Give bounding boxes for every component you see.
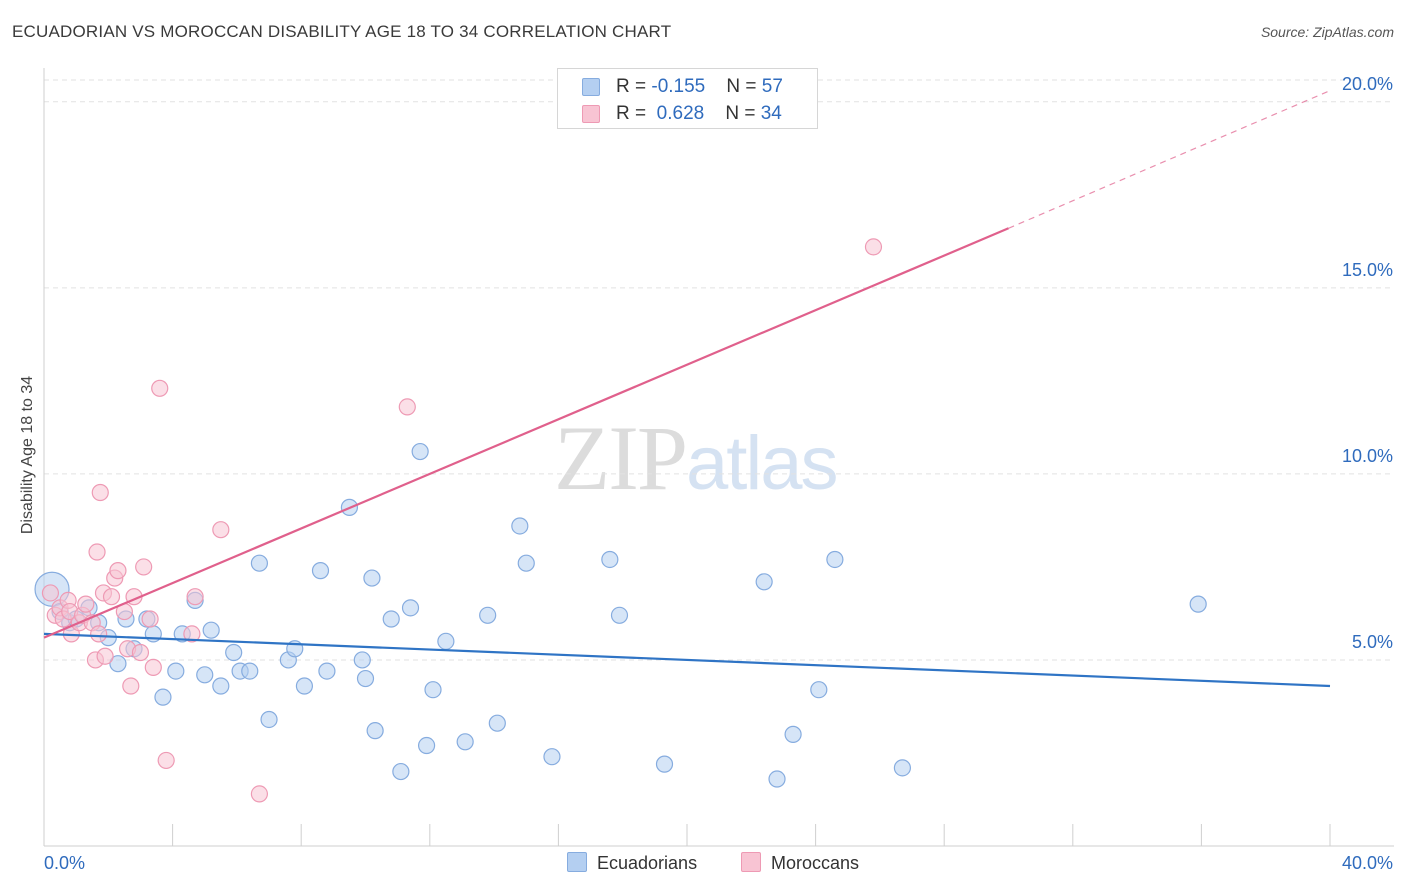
ecuadorian-point [154,688,172,706]
moroccan-point [135,558,153,576]
moroccan-point [90,625,108,643]
source-label: Source: ZipAtlas.com [1260,24,1394,40]
ecuadorian-point [318,662,336,680]
ecuadorian-point [810,681,828,699]
ecuadorian-point [295,677,314,695]
ecuadorian-point [543,748,561,766]
moroccan-point [144,658,162,676]
ecuadorian-point [202,621,220,639]
moroccan-points [41,238,883,803]
chart-title: ECUADORIAN VS MOROCCAN DISABILITY AGE 18… [12,22,672,41]
moroccan-trend-extension [1008,90,1331,229]
ecuadorian-point [784,725,802,743]
ecuadorian-point [260,710,278,729]
moroccan-point [398,398,416,416]
ecuadorian-point [311,562,330,580]
y-tick-label: 15.0% [1342,260,1393,280]
ecuadorian-point [768,770,786,788]
watermark-zip: ZIP [554,407,688,509]
r-label: R = [616,103,652,124]
ecuadorian-point [437,632,455,650]
ecuadorian-point [517,554,535,572]
moroccan-point [88,543,106,561]
moroccan-point [141,610,159,628]
n-label: N = [725,103,761,124]
moroccan-point [212,521,230,539]
watermark: ZIPatlas [554,405,839,511]
moroccan-point [250,785,269,803]
moroccan-point [183,625,201,643]
ecuadorian-point [363,569,381,587]
ecuadorian-point [511,517,529,535]
ecuadorian-point [417,736,436,755]
ecuadorian-point [250,554,269,572]
ecuadorian-point [488,714,506,732]
moroccan-point [91,483,109,502]
moroccan-point [122,677,140,695]
moroccan-swatch [582,105,600,123]
r-label: R = [616,76,652,97]
moroccan-point [77,595,95,613]
x-tick-label: 0.0% [44,853,85,873]
ecuadorian-points [34,442,1207,788]
ecuadorian-point [241,662,259,680]
y-axis-label: Disability Age 18 to 34 [19,375,36,535]
r-value: -0.155 [651,76,706,97]
x-tick-label: 40.0% [1342,853,1393,873]
y-tick-label: 5.0% [1352,632,1393,652]
series-legend: Ecuadorians Moroccans [0,852,1406,878]
ecuadorian-point [610,606,629,624]
legend-label: Moroccans [771,853,860,873]
y-tick-label: 10.0% [1342,446,1393,466]
ecuadorian-point [356,669,375,688]
ecuadorian-swatch [567,852,587,872]
ecuadorian-point [392,762,410,781]
y-tick-label: 20.0% [1342,74,1393,94]
ecuadorian-swatch [582,78,600,96]
moroccan-point [41,584,60,602]
moroccan-point [96,647,114,665]
ecuadorian-point [479,606,497,624]
moroccan-point [186,588,204,606]
legend-item-moroccans[interactable]: Moroccans [741,852,859,874]
legend-item-ecuadorians[interactable]: Ecuadorians [567,852,697,874]
ecuadorian-point [167,662,185,680]
ecuadorian-point [826,550,844,569]
ecuadorian-point [401,599,420,617]
ecuadorian-point [196,666,214,684]
ecuadorian-point [1189,595,1207,613]
ecuadorian-point [755,573,773,591]
ecuadorian-point [212,677,230,695]
n-value: 57 [761,76,783,97]
moroccan-swatch [741,852,761,872]
r-value: 0.628 [656,103,705,124]
moroccan-point [109,562,127,580]
ecuadorian-point [411,442,429,461]
stats-text: R = -0.155 N = 57 [616,76,783,98]
moroccan-point [157,751,175,770]
ecuadorian-point [601,550,619,569]
ecuadorian-point [424,681,442,699]
moroccan-point [151,379,169,397]
ecuadorian-point [893,759,912,777]
stats-legend: R = -0.155 N = 57 R = 0.628 N = 34 [557,68,818,129]
ecuadorian-trend-line [43,632,1331,688]
n-value: 34 [760,103,782,124]
moroccan-point [864,238,883,256]
ecuadorian-point [655,755,674,773]
moroccan-point [131,643,150,662]
ecuadorian-point [353,651,371,669]
watermark-atlas: atlas [686,421,839,506]
ecuadorian-point [109,655,127,673]
ecuadorian-point [225,643,243,662]
moroccan-trend-line [43,227,1009,639]
moroccan-point [102,588,121,606]
n-label: N = [726,76,762,97]
ecuadorian-point [366,722,384,740]
ecuadorian-point [382,610,400,628]
ecuadorian-point [456,733,474,751]
stats-text: R = 0.628 N = 34 [616,103,782,125]
legend-label: Ecuadorians [597,853,698,873]
